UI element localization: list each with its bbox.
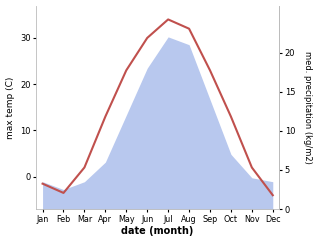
X-axis label: date (month): date (month): [121, 227, 194, 236]
Y-axis label: med. precipitation (kg/m2): med. precipitation (kg/m2): [303, 51, 313, 164]
Y-axis label: max temp (C): max temp (C): [5, 76, 15, 138]
